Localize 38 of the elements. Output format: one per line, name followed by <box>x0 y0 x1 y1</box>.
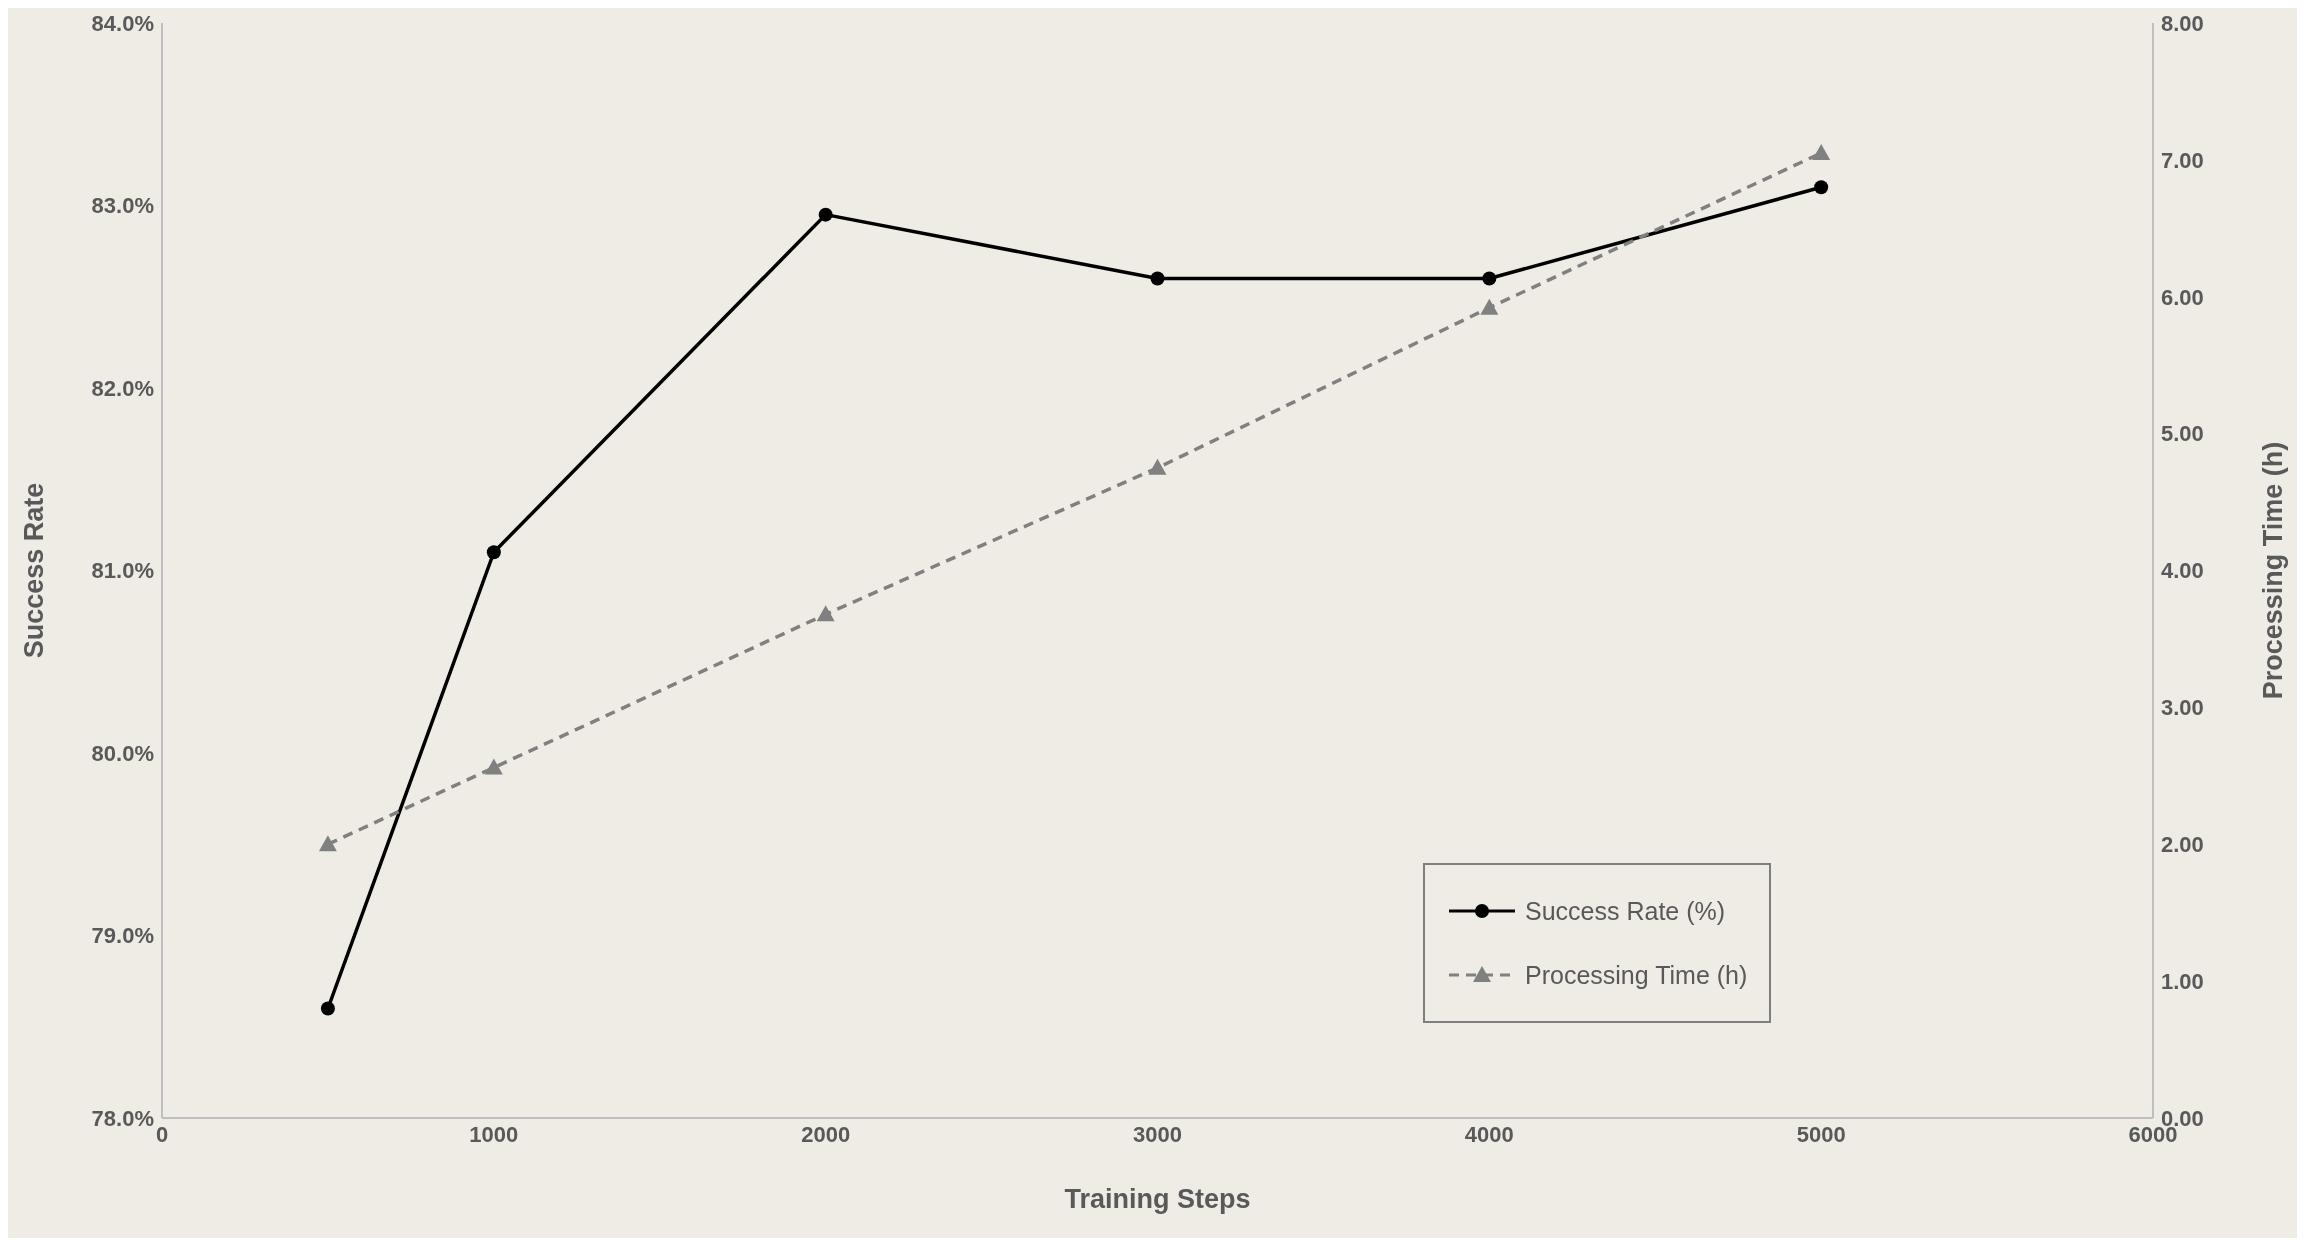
y2-tick-label: 3.00 <box>2161 695 2204 721</box>
point <box>1150 271 1165 286</box>
x-tick-label: 0 <box>155 1121 169 1147</box>
point <box>1814 180 1829 195</box>
point <box>318 835 337 852</box>
x-axis-title: Training Steps <box>1064 1184 1251 1214</box>
y-tick-label: 83.0% <box>91 193 154 219</box>
y2-tick-label: 1.00 <box>2161 968 2204 994</box>
y2-tick-label: 5.00 <box>2161 421 2204 447</box>
y2-tick-label: 7.00 <box>2161 147 2204 173</box>
point <box>484 758 503 775</box>
x-tick-label: 5000 <box>1796 1121 1846 1147</box>
point <box>818 207 833 222</box>
y-tick-label: 84.0% <box>91 10 154 36</box>
y2-tick-label: 2.00 <box>2161 832 2204 858</box>
point <box>320 1001 335 1016</box>
y2-axis-title: Processing Time (h) <box>2257 441 2288 700</box>
x-tick-label: 4000 <box>1464 1121 1514 1147</box>
point <box>1480 298 1499 315</box>
point <box>486 545 501 560</box>
point <box>816 605 835 622</box>
y2-tick-label: 6.00 <box>2161 284 2204 310</box>
y2-tick-label: 4.00 <box>2161 558 2204 584</box>
y2-tick-label: 8.00 <box>2161 10 2204 36</box>
legend-label: Success Rate (%) <box>1525 896 1726 926</box>
point <box>1148 458 1167 475</box>
y-tick-label: 81.0% <box>91 558 154 584</box>
y-axis-title: Success Rate <box>18 482 49 659</box>
y-tick-label: 78.0% <box>91 1105 154 1131</box>
point <box>1482 271 1497 286</box>
y-tick-label: 82.0% <box>91 375 154 401</box>
x-tick-label: 1000 <box>469 1121 519 1147</box>
x-tick-label: 3000 <box>1133 1121 1182 1147</box>
y-tick-label: 80.0% <box>91 740 154 766</box>
point <box>1812 144 1831 161</box>
x-tick-label: 2000 <box>801 1121 851 1147</box>
y-tick-label: 79.0% <box>91 923 154 949</box>
legend-label: Processing Time (h) <box>1525 960 1748 990</box>
